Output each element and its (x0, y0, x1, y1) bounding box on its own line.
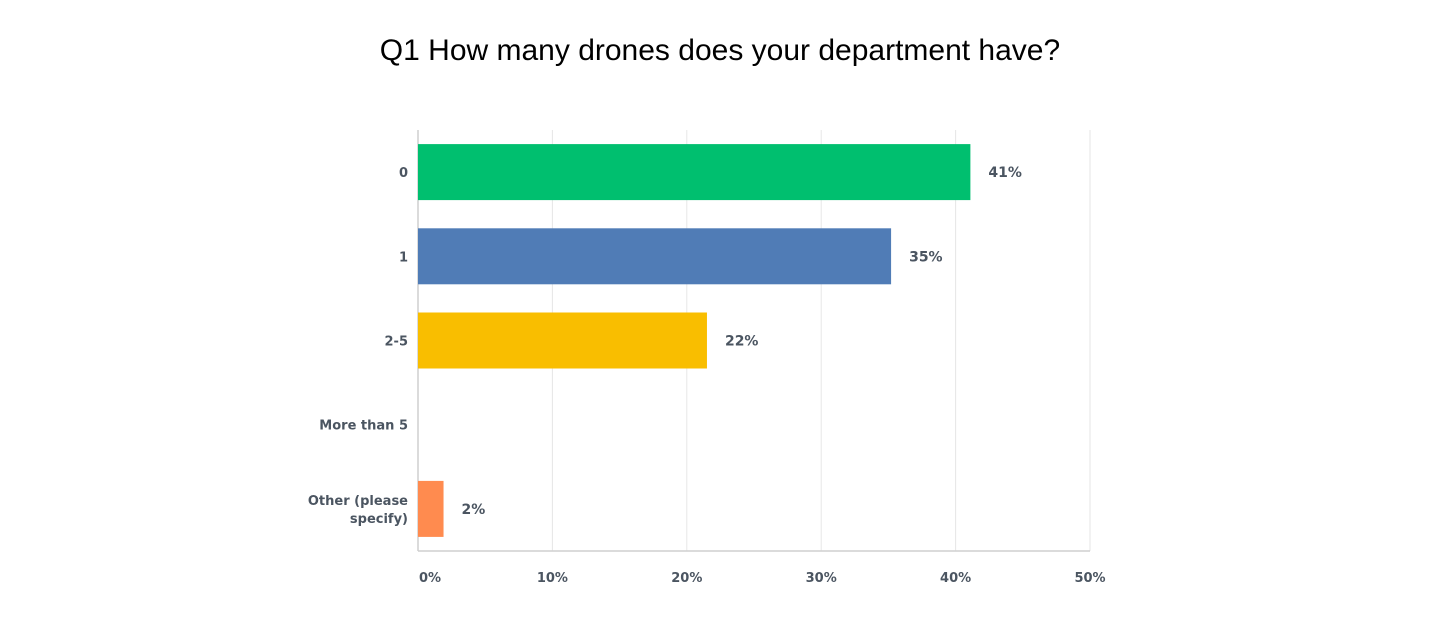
data-label: 41% (988, 165, 1022, 181)
chart-title: Q1 How many drones does your department … (379, 34, 1061, 67)
bar (418, 312, 707, 369)
data-label: 2% (462, 502, 486, 518)
y-tick-label: 2-5 (385, 335, 409, 350)
data-label: 22% (725, 334, 759, 350)
bar (418, 144, 971, 201)
x-tick-label: 30% (806, 571, 837, 586)
x-tick-label: 20% (671, 571, 702, 586)
x-tick-label: 10% (537, 571, 568, 586)
bar (418, 228, 892, 285)
bar (418, 480, 444, 537)
y-tick-label: 0 (399, 166, 408, 181)
y-tick-label: Other (please specify) (308, 494, 408, 527)
y-tick-label: More than 5 (319, 419, 408, 434)
y-tick-label: 1 (399, 250, 408, 265)
x-tick-label: 40% (940, 571, 971, 586)
x-tick-label: 50% (1074, 571, 1105, 586)
x-tick-label: 0% (419, 571, 441, 586)
data-label: 35% (909, 249, 943, 265)
